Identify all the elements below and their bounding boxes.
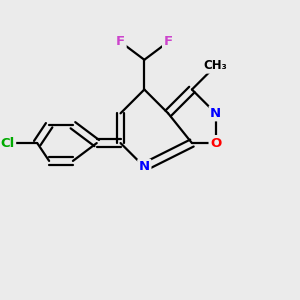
Text: CH₃: CH₃ — [204, 59, 228, 72]
Text: O: O — [210, 136, 221, 150]
Text: F: F — [164, 35, 173, 48]
Text: N: N — [139, 160, 150, 173]
Text: N: N — [210, 107, 221, 120]
Text: Cl: Cl — [0, 136, 15, 150]
Text: F: F — [116, 35, 125, 48]
